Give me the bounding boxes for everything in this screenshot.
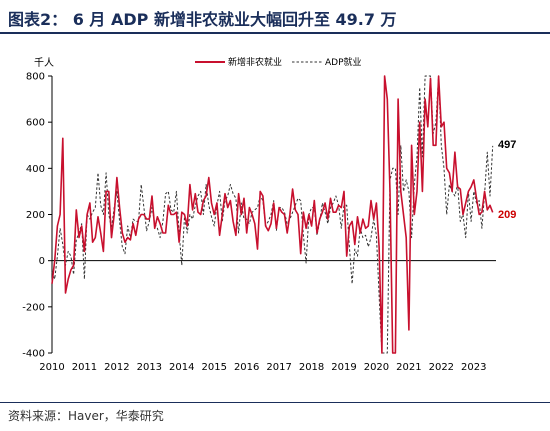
y-tick-label: 0: [39, 256, 45, 267]
x-tick-label: 2019: [331, 362, 356, 373]
chart-title: 图表2： 6 月 ADP 新增非农就业大幅回升至 49.7 万: [8, 10, 397, 29]
y-axis-label: 千人: [34, 57, 54, 69]
x-tick-label: 2020: [364, 362, 389, 373]
y-tick-label: 200: [26, 210, 45, 221]
x-tick-label: 2010: [39, 362, 64, 373]
legend-label: ADP就业: [325, 56, 362, 68]
title-divider: [0, 32, 550, 34]
x-tick-label: 2017: [266, 362, 291, 373]
x-tick-label: 2022: [429, 362, 454, 373]
x-tick-label: 2015: [201, 362, 226, 373]
y-tick-label: -400: [22, 349, 45, 360]
legend-label: 新增非农就业: [228, 56, 282, 68]
x-tick-label: 2011: [72, 362, 97, 373]
x-tick-label: 2018: [299, 362, 324, 373]
x-tick-label: 2021: [396, 362, 421, 373]
end-value-label: 209: [498, 209, 516, 221]
y-tick-label: 400: [26, 164, 45, 175]
x-tick-label: 2014: [169, 362, 194, 373]
x-tick-label: 2023: [461, 362, 486, 373]
x-tick-label: 2016: [234, 362, 259, 373]
y-tick-label: 800: [26, 72, 45, 83]
x-tick-label: 2013: [137, 362, 162, 373]
labels-layer: 新增非农就业 ADP就业 497 209: [195, 56, 516, 221]
axes-layer: -400 -200 0 200 400 600 800 千人 2010 2011 2012 2013 2…: [22, 57, 496, 373]
y-tick-label: -200: [22, 302, 45, 313]
x-tick-label: 2012: [104, 362, 129, 373]
source-note: 资料来源：Haver，华泰研究: [8, 409, 164, 423]
source-divider: [0, 402, 550, 403]
series-line: [51, 75, 494, 354]
y-tick-label: 600: [26, 118, 45, 129]
end-value-label: 497: [498, 139, 516, 151]
series-line: [51, 75, 494, 354]
series-layer: [51, 75, 494, 354]
line-chart: -400 -200 0 200 400 600 800 千人 2010 2011 2012 2013 2…: [22, 56, 516, 373]
